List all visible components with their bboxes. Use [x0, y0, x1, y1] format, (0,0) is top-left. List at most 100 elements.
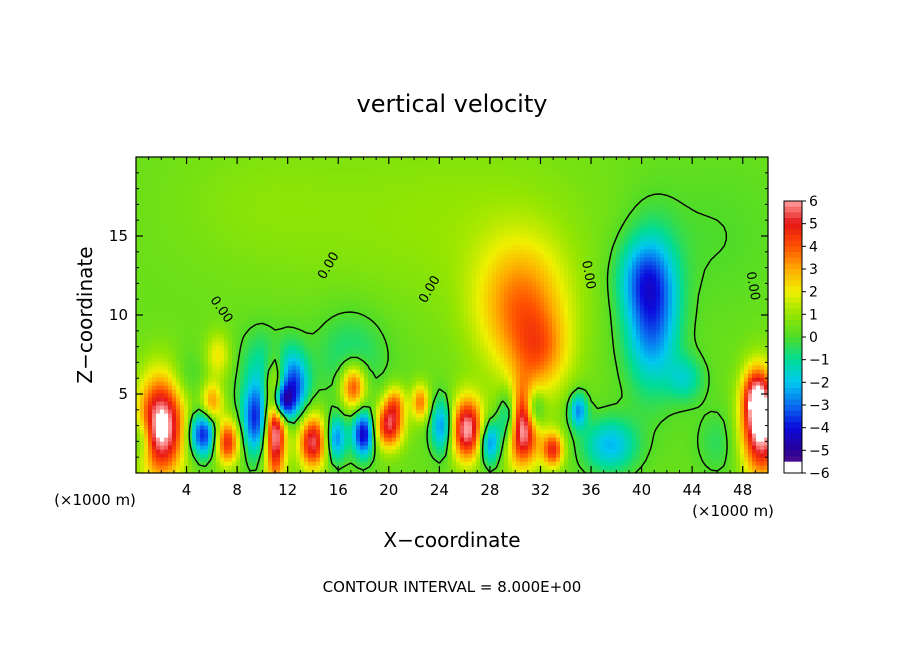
field-cell	[332, 429, 337, 434]
field-cell	[304, 337, 309, 342]
field-cell	[316, 241, 321, 246]
field-cell	[376, 381, 381, 386]
field-cell	[328, 181, 333, 186]
field-cell	[300, 277, 305, 282]
field-cell	[368, 285, 373, 290]
field-cell	[360, 341, 365, 346]
field-cell	[256, 229, 261, 234]
field-cell	[276, 297, 281, 302]
field-cell	[204, 369, 209, 374]
field-cell	[176, 197, 181, 202]
field-cell	[328, 365, 333, 370]
field-cell	[172, 293, 177, 298]
field-cell	[168, 249, 173, 254]
field-cell	[368, 249, 373, 254]
field-cell	[344, 289, 349, 294]
field-cell	[160, 369, 165, 374]
field-cell	[348, 381, 353, 386]
field-cell	[380, 221, 385, 226]
field-cell	[172, 193, 177, 198]
field-cell	[300, 229, 305, 234]
field-cell	[368, 177, 373, 182]
field-cell	[368, 453, 373, 458]
field-cell	[376, 313, 381, 318]
field-cell	[212, 369, 217, 374]
field-cell	[304, 433, 309, 438]
field-cell	[320, 209, 325, 214]
field-cell	[260, 209, 265, 214]
field-cell	[264, 157, 269, 162]
field-cell	[256, 445, 261, 450]
field-cell	[372, 401, 377, 406]
field-cell	[336, 425, 341, 430]
field-cell	[164, 405, 169, 410]
field-cell	[156, 369, 161, 374]
field-cell	[368, 341, 373, 346]
field-cell	[272, 465, 277, 470]
field-cell	[220, 181, 225, 186]
field-cell	[264, 353, 269, 358]
field-cell	[268, 245, 273, 250]
field-cell	[284, 441, 289, 446]
field-cell	[228, 169, 233, 174]
field-cell	[212, 337, 217, 342]
field-cell	[332, 401, 337, 406]
field-cell	[216, 217, 221, 222]
field-cell	[304, 157, 309, 162]
field-cell	[200, 229, 205, 234]
field-cell	[240, 165, 245, 170]
field-cell	[304, 297, 309, 302]
field-cell	[364, 237, 369, 242]
field-cell	[320, 405, 325, 410]
field-cell	[368, 269, 373, 274]
field-cell	[172, 277, 177, 282]
field-cell	[288, 189, 293, 194]
field-cell	[372, 285, 377, 290]
field-cell	[308, 257, 313, 262]
field-cell	[332, 365, 337, 370]
field-cell	[328, 397, 333, 402]
field-cell	[308, 225, 313, 230]
field-cell	[292, 193, 297, 198]
field-cell	[296, 249, 301, 254]
field-cell	[208, 277, 213, 282]
field-cell	[352, 341, 357, 346]
field-cell	[376, 357, 381, 362]
field-cell	[344, 349, 349, 354]
field-cell	[172, 305, 177, 310]
field-cell	[208, 161, 213, 166]
field-cell	[380, 449, 385, 454]
field-cell	[148, 205, 153, 210]
field-cell	[208, 353, 213, 358]
field-cell	[208, 289, 213, 294]
field-cell	[252, 413, 257, 418]
field-cell	[292, 333, 297, 338]
field-cell	[180, 221, 185, 226]
field-cell	[292, 297, 297, 302]
field-cell	[344, 173, 349, 178]
field-cell	[232, 453, 237, 458]
field-cell	[140, 157, 145, 162]
field-cell	[300, 429, 305, 434]
field-cell	[252, 401, 257, 406]
field-cell	[212, 357, 217, 362]
field-cell	[256, 297, 261, 302]
field-cell	[204, 445, 209, 450]
field-cell	[180, 353, 185, 358]
field-cell	[208, 197, 213, 202]
field-cell	[296, 173, 301, 178]
field-cell	[156, 441, 161, 446]
field-cell	[244, 229, 249, 234]
field-cell	[312, 221, 317, 226]
field-cell	[200, 405, 205, 410]
field-cell	[256, 161, 261, 166]
field-cell	[300, 281, 305, 286]
field-cell	[340, 241, 345, 246]
field-cell	[184, 409, 189, 414]
field-cell	[376, 177, 381, 182]
field-cell	[220, 341, 225, 346]
field-cell	[368, 333, 373, 338]
field-cell	[236, 341, 241, 346]
field-cell	[356, 209, 361, 214]
field-cell	[220, 277, 225, 282]
